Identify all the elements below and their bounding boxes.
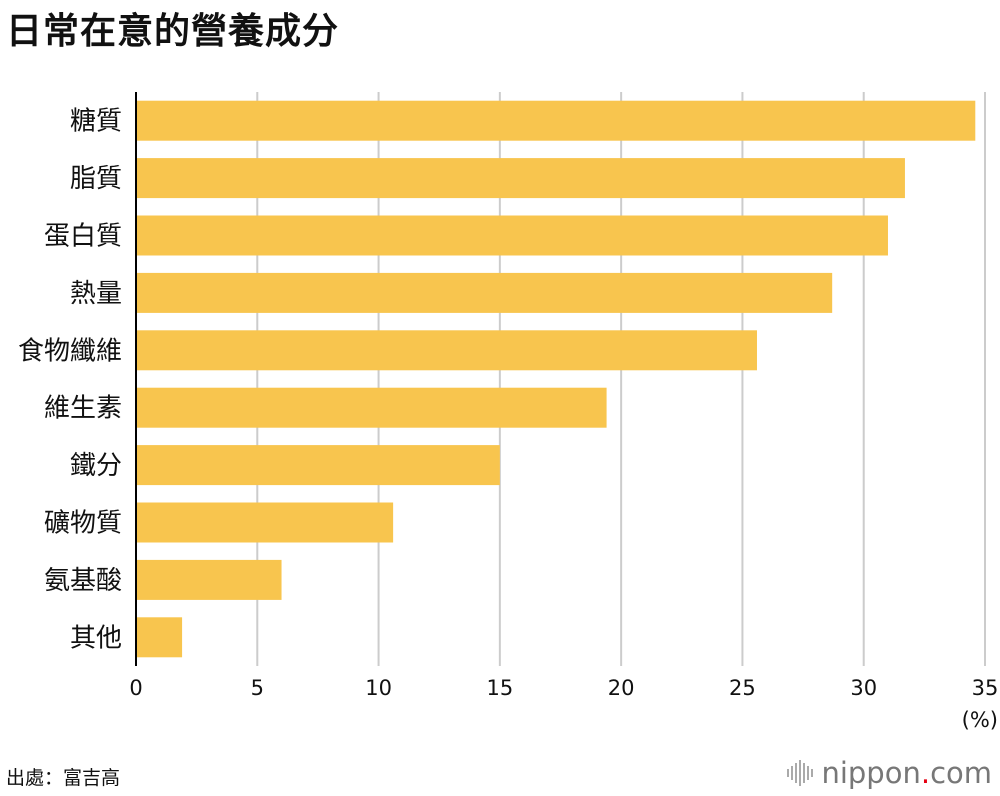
x-tick-label: 20 bbox=[608, 676, 635, 700]
category-label: 其他 bbox=[70, 623, 122, 653]
sound-wave-icon bbox=[787, 760, 814, 786]
bars bbox=[136, 100, 976, 658]
bar bbox=[136, 330, 757, 371]
bar bbox=[136, 272, 833, 313]
x-tick-label: 25 bbox=[729, 676, 756, 700]
brand-logo: nippon.com bbox=[787, 756, 992, 790]
category-label: 食物纖維 bbox=[18, 336, 122, 366]
x-unit-label: (%) bbox=[962, 708, 998, 732]
x-tick-labels: 0 5 10 15 20 25 30 35 bbox=[129, 676, 998, 700]
category-label: 鐵分 bbox=[70, 451, 122, 481]
bar bbox=[136, 445, 500, 486]
x-tick-label: 0 bbox=[129, 676, 142, 700]
brand-name: nippon bbox=[821, 756, 921, 790]
x-tick-label: 30 bbox=[850, 676, 877, 700]
bar bbox=[136, 215, 888, 256]
category-label: 礦物質 bbox=[44, 509, 122, 539]
bar bbox=[136, 387, 607, 428]
x-tick-label: 10 bbox=[365, 676, 392, 700]
category-label: 脂質 bbox=[70, 164, 122, 194]
bar bbox=[136, 617, 183, 658]
bar bbox=[136, 158, 905, 199]
category-label: 糖質 bbox=[70, 107, 122, 137]
category-label: 氨基酸 bbox=[44, 566, 122, 596]
brand-tld: com bbox=[930, 756, 992, 790]
x-tick-label: 35 bbox=[972, 676, 999, 700]
category-label: 維生素 bbox=[44, 394, 122, 424]
category-label: 熱量 bbox=[70, 279, 122, 309]
bar bbox=[136, 100, 976, 141]
x-tick-label: 15 bbox=[486, 676, 513, 700]
category-label: 蛋白質 bbox=[44, 222, 122, 252]
source-note: 出處：富吉高 bbox=[6, 767, 121, 789]
chart-title: 日常在意的營養成分 bbox=[6, 11, 340, 52]
x-tick-label: 5 bbox=[251, 676, 264, 700]
brand-dot: . bbox=[920, 756, 931, 790]
bar bbox=[136, 502, 394, 543]
bar bbox=[136, 559, 282, 600]
